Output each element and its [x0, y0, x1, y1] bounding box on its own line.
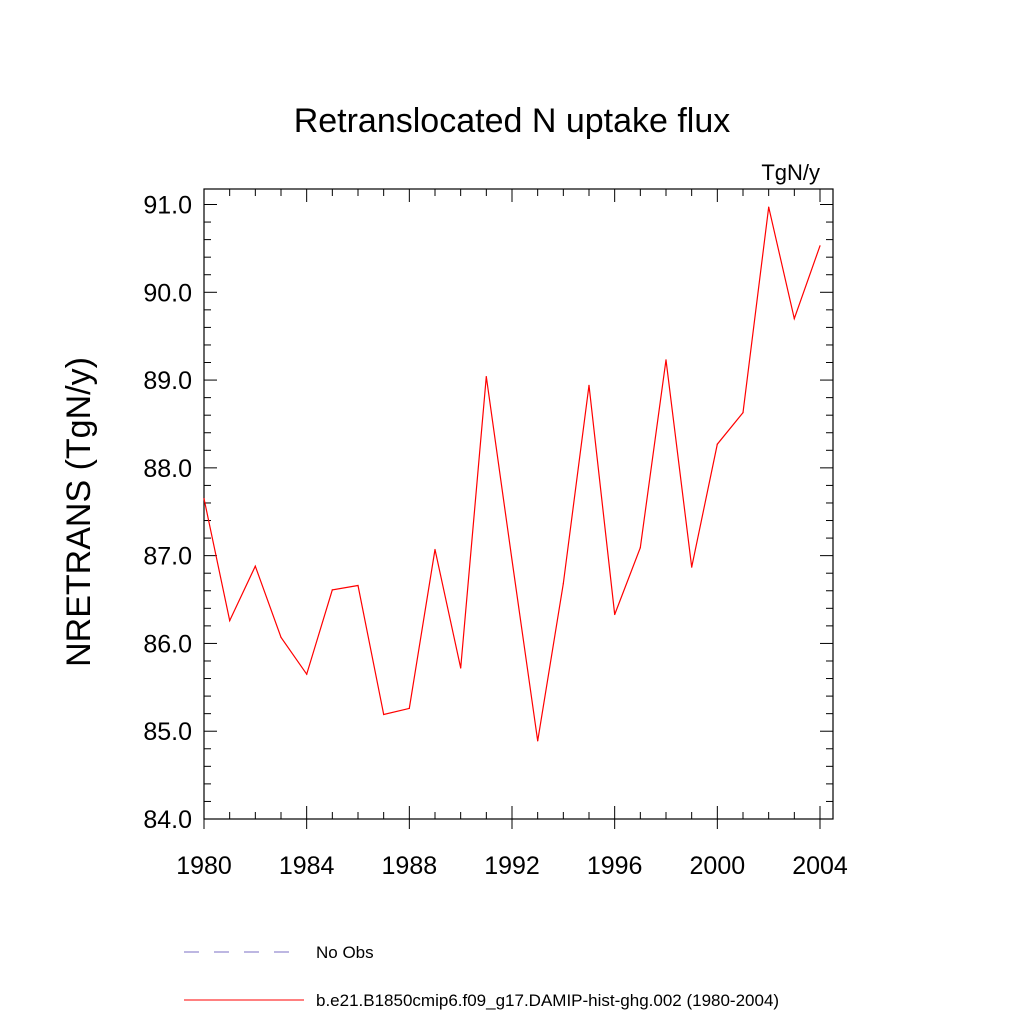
y-tick-label: 88.0 [143, 455, 192, 483]
y-axis-label: NRETRANS (TgN/y) [60, 357, 98, 667]
y-tick-label: 89.0 [143, 367, 192, 395]
data-point [306, 673, 308, 675]
y-tick-label: 90.0 [143, 279, 192, 307]
x-tick-label: 1996 [587, 852, 643, 880]
x-tick-label: 1984 [279, 852, 335, 880]
x-tick-label: 1980 [176, 852, 232, 880]
y-axis-ticks: 84.0 85.0 86.0 87.0 88.0 89.0 90.0 91.0 [143, 192, 833, 834]
data-point [639, 547, 641, 549]
data-point [819, 245, 821, 247]
data-point [768, 206, 770, 208]
data-point [485, 376, 487, 378]
plot-frame [203, 188, 834, 820]
data-point [614, 613, 616, 616]
data-point [742, 412, 744, 414]
data-point [203, 498, 205, 500]
data-point [588, 384, 590, 386]
data-point [511, 559, 513, 561]
series-line [203, 206, 821, 741]
y-tick-label: 84.0 [143, 806, 192, 834]
data-point [537, 740, 539, 742]
data-point [691, 566, 693, 568]
chart-title: Retranslocated N uptake flux [294, 102, 731, 140]
data-point [434, 548, 436, 551]
data-point [408, 707, 410, 710]
x-tick-label: 1988 [382, 852, 438, 880]
x-tick-label: 1992 [484, 852, 540, 880]
data-point [383, 713, 385, 716]
data-point [331, 589, 333, 591]
y-tick-label: 86.0 [143, 630, 192, 658]
data-point [716, 443, 718, 445]
units-label: TgN/y [761, 160, 820, 185]
data-point [665, 359, 667, 361]
data-point [562, 583, 564, 585]
legend-label: b.e21.B1850cmip6.f09_g17.DAMIP-hist-ghg.… [316, 991, 779, 1010]
y-tick-label: 91.0 [143, 192, 192, 220]
plot-border [203, 188, 834, 820]
y-tick-label: 85.0 [143, 718, 192, 746]
legend: No Obs b.e21.B1850cmip6.f09_g17.DAMIP-his… [184, 943, 779, 1010]
data-point [254, 565, 256, 567]
data-point [460, 667, 462, 669]
data-point [793, 318, 795, 320]
legend-label: No Obs [316, 943, 374, 962]
data-point [229, 620, 231, 622]
x-axis-ticks: 1980 1984 1988 1992 1996 2000 2004 [176, 189, 848, 880]
data-point [280, 636, 282, 638]
y-tick-label: 87.0 [143, 543, 192, 571]
x-tick-label: 2004 [792, 852, 848, 880]
x-tick-label: 2000 [690, 852, 746, 880]
series-group [203, 206, 821, 742]
data-point [357, 584, 359, 587]
